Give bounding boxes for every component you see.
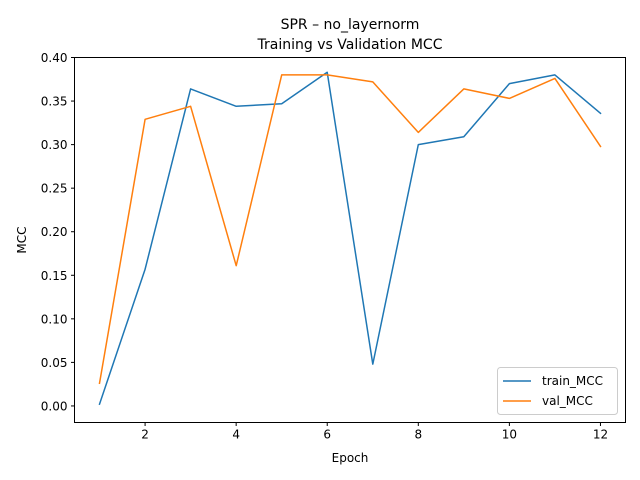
x-tick-label: 4 xyxy=(232,428,240,442)
y-tick-label: 0.15 xyxy=(41,269,68,283)
y-tick-label: 0.40 xyxy=(41,51,68,65)
y-tick-label: 0.20 xyxy=(41,225,68,239)
y-tick-label: 0.05 xyxy=(41,356,68,370)
x-tick-label: 2 xyxy=(141,428,149,442)
y-axis-label: MCC xyxy=(15,226,29,253)
y-axis-ticks: 0.00 0.05 0.10 0.15 0.20 0.25 0.30 0.35 0.40 xyxy=(41,51,75,413)
y-tick-label: 0.00 xyxy=(41,399,68,413)
legend-label-val-mcc: val_MCC xyxy=(542,394,593,408)
series-line-val-mcc xyxy=(98,74,602,385)
x-axis-label: Epoch xyxy=(332,451,369,465)
y-tick-label: 0.30 xyxy=(41,138,68,152)
y-tick-label: 0.25 xyxy=(41,182,68,196)
legend: train_MCC val_MCC xyxy=(497,367,618,415)
series-lines xyxy=(98,71,602,406)
x-tick-label: 8 xyxy=(414,428,422,442)
y-tick-label: 0.10 xyxy=(41,312,68,326)
x-tick-label: 12 xyxy=(593,428,608,442)
plot-frame xyxy=(74,57,626,423)
x-axis-ticks: 2 4 6 8 10 12 xyxy=(141,422,608,442)
chart-title: SPR – no_layernorm xyxy=(281,17,420,33)
x-tick-label: 10 xyxy=(502,428,517,442)
series-line-train-mcc xyxy=(98,71,602,406)
x-tick-label: 6 xyxy=(323,428,331,442)
y-tick-label: 0.35 xyxy=(41,95,68,109)
legend-box xyxy=(497,367,618,415)
legend-label-train-mcc: train_MCC xyxy=(542,374,603,388)
chart-subtitle: Training vs Validation MCC xyxy=(257,37,443,53)
